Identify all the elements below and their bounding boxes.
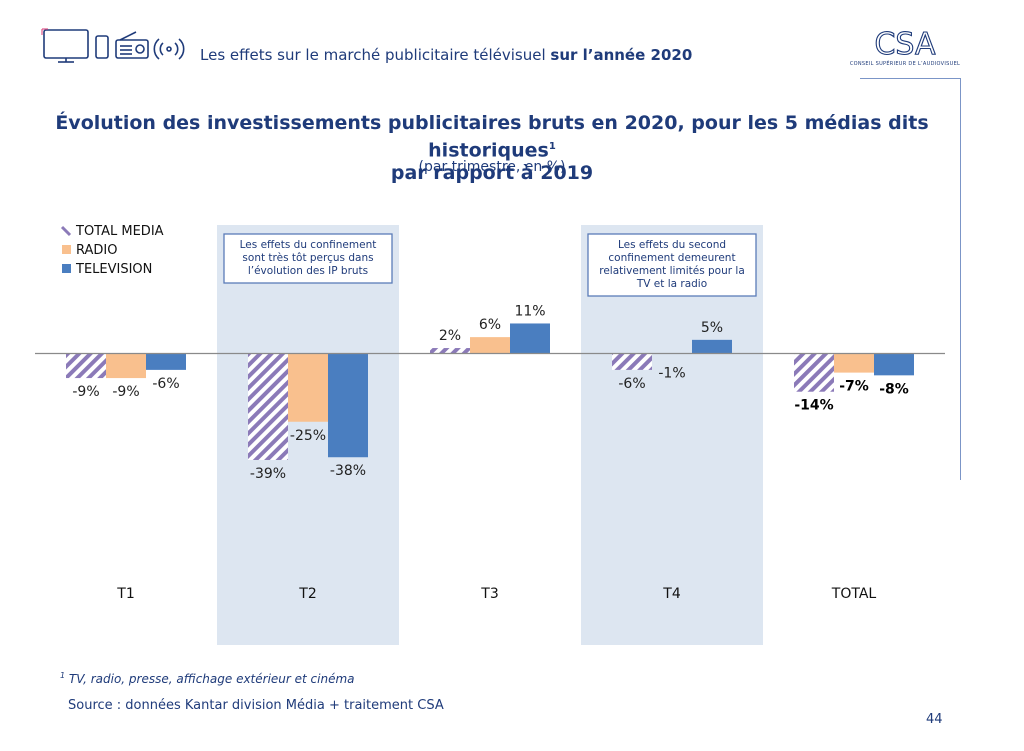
- footnote: 1 TV, radio, presse, affichage extérieur…: [60, 671, 355, 686]
- bar-television-t2: [328, 353, 368, 458]
- frame-line-vertical: [960, 78, 961, 480]
- header-title: Les effets sur le marché publicitaire té…: [200, 46, 693, 64]
- radio-icon: [115, 39, 149, 59]
- category-label-t3: T3: [480, 586, 498, 602]
- legend-label: RADIO: [76, 243, 117, 258]
- data-label: -6%: [152, 376, 179, 392]
- data-label: 2%: [439, 328, 461, 344]
- media-icons: [41, 28, 185, 63]
- legend-swatch: [62, 245, 71, 254]
- bar-total-media-total: [794, 353, 834, 392]
- page-number: 44: [926, 712, 943, 727]
- legend-item-radio: RADIO: [62, 243, 117, 258]
- chart-subtitle: (par trimestre, en %): [418, 159, 566, 175]
- logo-subtitle: CONSEIL SUPÉRIEUR DE L’AUDIOVISUEL: [849, 61, 961, 67]
- legend-label: TELEVISION: [75, 262, 152, 277]
- bar-television-t1: [146, 353, 186, 370]
- csa-logo: CSA: [874, 26, 937, 62]
- legend-swatch: [60, 225, 72, 237]
- category-label-t1: T1: [116, 586, 134, 602]
- data-label: 6%: [479, 317, 501, 333]
- data-label: -39%: [250, 466, 286, 482]
- annotation-text: Les effets du second confinement demeuren…: [599, 239, 745, 290]
- data-label: -6%: [618, 376, 645, 392]
- legend-swatch: [62, 264, 71, 273]
- bar-radio-t2: [288, 353, 328, 422]
- data-label: -7%: [839, 379, 869, 395]
- data-label: -25%: [290, 428, 326, 444]
- annotation-frame: [587, 233, 757, 297]
- bar-television-t4: [692, 339, 732, 354]
- phone-icon: [95, 35, 109, 59]
- bar-total-media-t1: [66, 353, 106, 379]
- data-label: -8%: [879, 381, 909, 397]
- category-label-t4: T4: [662, 586, 681, 602]
- data-label: -14%: [794, 398, 833, 414]
- data-label: 11%: [514, 303, 545, 319]
- bar-television-total: [874, 353, 914, 376]
- annotation-frame: [223, 233, 393, 284]
- data-label: 5%: [701, 320, 723, 336]
- bar-total-media-t4: [612, 353, 652, 370]
- category-label-total: TOTAL: [831, 586, 877, 602]
- bar-total-media-t2: [248, 353, 288, 460]
- bar-radio-total: [834, 353, 874, 373]
- annotation-box-t2: Les effets du confinement sont très tôt p…: [223, 233, 393, 284]
- bar-total-media-t3: [430, 348, 470, 354]
- data-label: -38%: [330, 463, 366, 479]
- data-label: -1%: [658, 366, 685, 382]
- chart-title: Évolution des investissements publicitai…: [55, 112, 929, 185]
- shade-t2: [217, 225, 399, 645]
- legend-item-television: TELEVISION: [62, 262, 152, 277]
- data-label: -9%: [112, 384, 139, 400]
- bar-radio-t1: [106, 353, 146, 379]
- legend-item-total-media: TOTAL MEDIA: [60, 224, 164, 239]
- bar-television-t3: [510, 323, 550, 354]
- annotation-text: Les effets du confinement sont très tôt p…: [240, 239, 377, 277]
- bar-radio-t3: [470, 337, 510, 354]
- data-label: -9%: [72, 384, 99, 400]
- legend-label: TOTAL MEDIA: [75, 224, 164, 239]
- frame-line-horizontal: [860, 78, 961, 79]
- svg-text:CSA: CSA: [874, 27, 936, 62]
- category-label-t2: T2: [298, 586, 316, 602]
- annotation-box-t4: Les effets du second confinement demeuren…: [587, 233, 757, 297]
- source-text: Source : données Kantar division Média +…: [68, 698, 444, 713]
- signal-icon: [166, 46, 172, 52]
